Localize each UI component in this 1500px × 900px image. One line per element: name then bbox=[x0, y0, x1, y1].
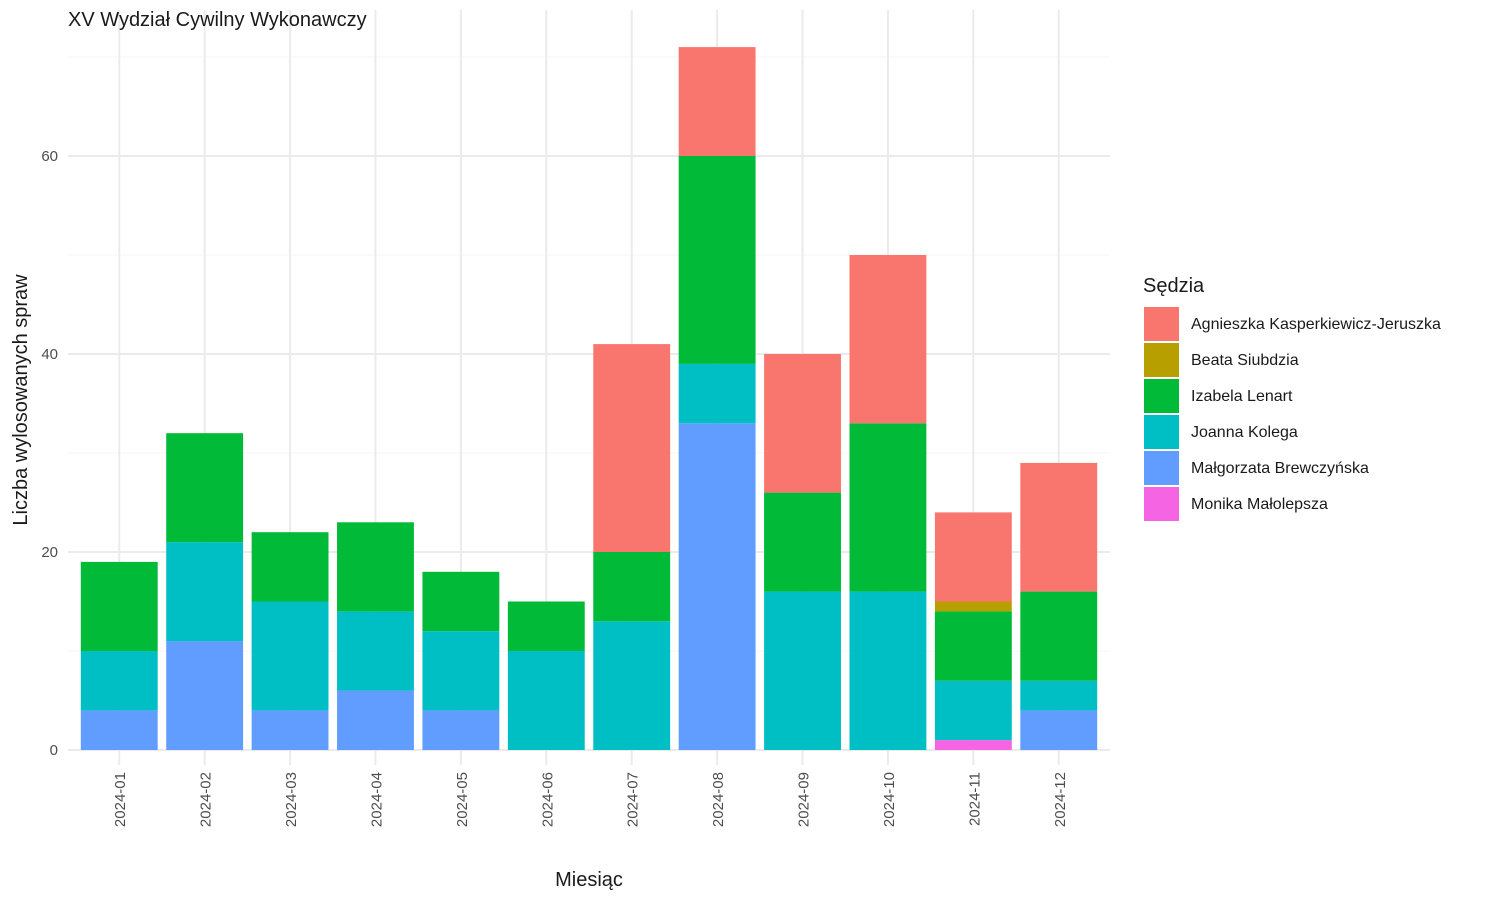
legend-swatch bbox=[1144, 343, 1179, 377]
y-tick-label: 0 bbox=[50, 742, 58, 759]
bar-segment bbox=[166, 542, 244, 642]
bar-segment bbox=[1020, 462, 1098, 592]
legend-label: Małgorzata Brewczyńska bbox=[1191, 460, 1369, 477]
bar-segment bbox=[593, 621, 671, 750]
legend-label: Izabela Lenart bbox=[1191, 388, 1293, 405]
y-tick-label: 20 bbox=[41, 544, 58, 561]
bar-segment bbox=[1020, 591, 1098, 681]
bar-segment bbox=[422, 710, 500, 750]
bar-segment bbox=[507, 651, 585, 750]
bar-segment bbox=[251, 710, 329, 750]
y-axis-title: Liczba wylosowanych spraw bbox=[10, 274, 32, 526]
legend-label: Joanna Kolega bbox=[1191, 424, 1298, 441]
x-tick-label: 2024-06 bbox=[539, 772, 556, 827]
x-tick-label: 2024-04 bbox=[368, 772, 385, 827]
legend-label: Beata Siubdzia bbox=[1191, 352, 1299, 369]
x-tick-label: 2024-08 bbox=[710, 772, 727, 827]
bar-segment bbox=[80, 561, 158, 651]
bar-segment bbox=[337, 611, 414, 691]
bars bbox=[80, 47, 1098, 750]
bar-segment bbox=[337, 522, 414, 612]
legend-swatch bbox=[1144, 451, 1179, 485]
legend-swatch bbox=[1144, 415, 1179, 449]
legend-label: Monika Małolepsza bbox=[1191, 496, 1328, 513]
bar-segment bbox=[678, 156, 756, 364]
bar-segment bbox=[678, 47, 756, 156]
bar-segment bbox=[80, 710, 158, 750]
x-tick-labels: 2024-01 2024-02 2024-03 2024-04 2024-05 2024-… bbox=[112, 772, 1069, 827]
x-tick-label: 2024-02 bbox=[198, 772, 215, 827]
bar-segment bbox=[593, 552, 671, 622]
bar-segment bbox=[849, 591, 927, 750]
bar-segment bbox=[934, 611, 1012, 681]
x-tick-label: 2024-12 bbox=[1052, 772, 1069, 827]
bar-segment bbox=[764, 354, 841, 493]
bar-segment bbox=[422, 631, 500, 711]
x-tick-label: 2024-09 bbox=[796, 772, 813, 827]
legend-swatch bbox=[1144, 307, 1179, 341]
legend-title: Sędzia bbox=[1143, 275, 1205, 297]
x-tick-label: 2024-10 bbox=[881, 772, 898, 827]
chart-title: XV Wydział Cywilny Wykonawczy bbox=[68, 9, 367, 31]
x-tick-label: 2024-03 bbox=[283, 772, 300, 827]
bar-segment bbox=[80, 651, 158, 711]
bar-segment bbox=[764, 591, 841, 750]
bar-segment bbox=[678, 363, 756, 424]
x-tick-label: 2024-07 bbox=[625, 772, 642, 827]
bar-segment bbox=[251, 601, 329, 711]
bar-segment bbox=[849, 255, 927, 424]
bar-segment bbox=[678, 423, 756, 750]
bar-segment bbox=[934, 601, 1012, 612]
bar-segment bbox=[166, 641, 244, 750]
bar-segment bbox=[166, 433, 244, 543]
y-tick-label: 60 bbox=[41, 148, 58, 165]
legend-items: Agnieszka Kasperkiewicz-Jeruszka Beata Si… bbox=[1144, 307, 1441, 521]
bar-segment bbox=[1020, 710, 1098, 750]
legend-label: Agnieszka Kasperkiewicz-Jeruszka bbox=[1191, 316, 1441, 333]
x-tick-label: 2024-11 bbox=[966, 772, 983, 826]
bar-segment bbox=[934, 740, 1012, 750]
bar-segment bbox=[849, 423, 927, 592]
bar-segment bbox=[934, 680, 1012, 741]
y-tick-label: 40 bbox=[41, 346, 58, 363]
bar-segment bbox=[422, 571, 500, 632]
bar-segment bbox=[251, 532, 329, 602]
bar-segment bbox=[507, 601, 585, 651]
bar-segment bbox=[934, 512, 1012, 602]
legend: Sędzia Agnieszka Kasperkiewicz-Jeruszka B… bbox=[1143, 275, 1441, 521]
x-tick-label: 2024-05 bbox=[454, 772, 471, 827]
x-tick-label: 2024-01 bbox=[112, 772, 129, 827]
y-tick-labels: 0 20 40 60 bbox=[41, 148, 58, 759]
bar-segment bbox=[593, 344, 671, 552]
x-axis-title: Miesiąc bbox=[555, 869, 623, 891]
bar-segment bbox=[1020, 680, 1098, 711]
bar-segment bbox=[337, 690, 414, 750]
legend-swatch bbox=[1144, 379, 1179, 413]
legend-swatch bbox=[1144, 487, 1179, 521]
bar-segment bbox=[764, 492, 841, 592]
